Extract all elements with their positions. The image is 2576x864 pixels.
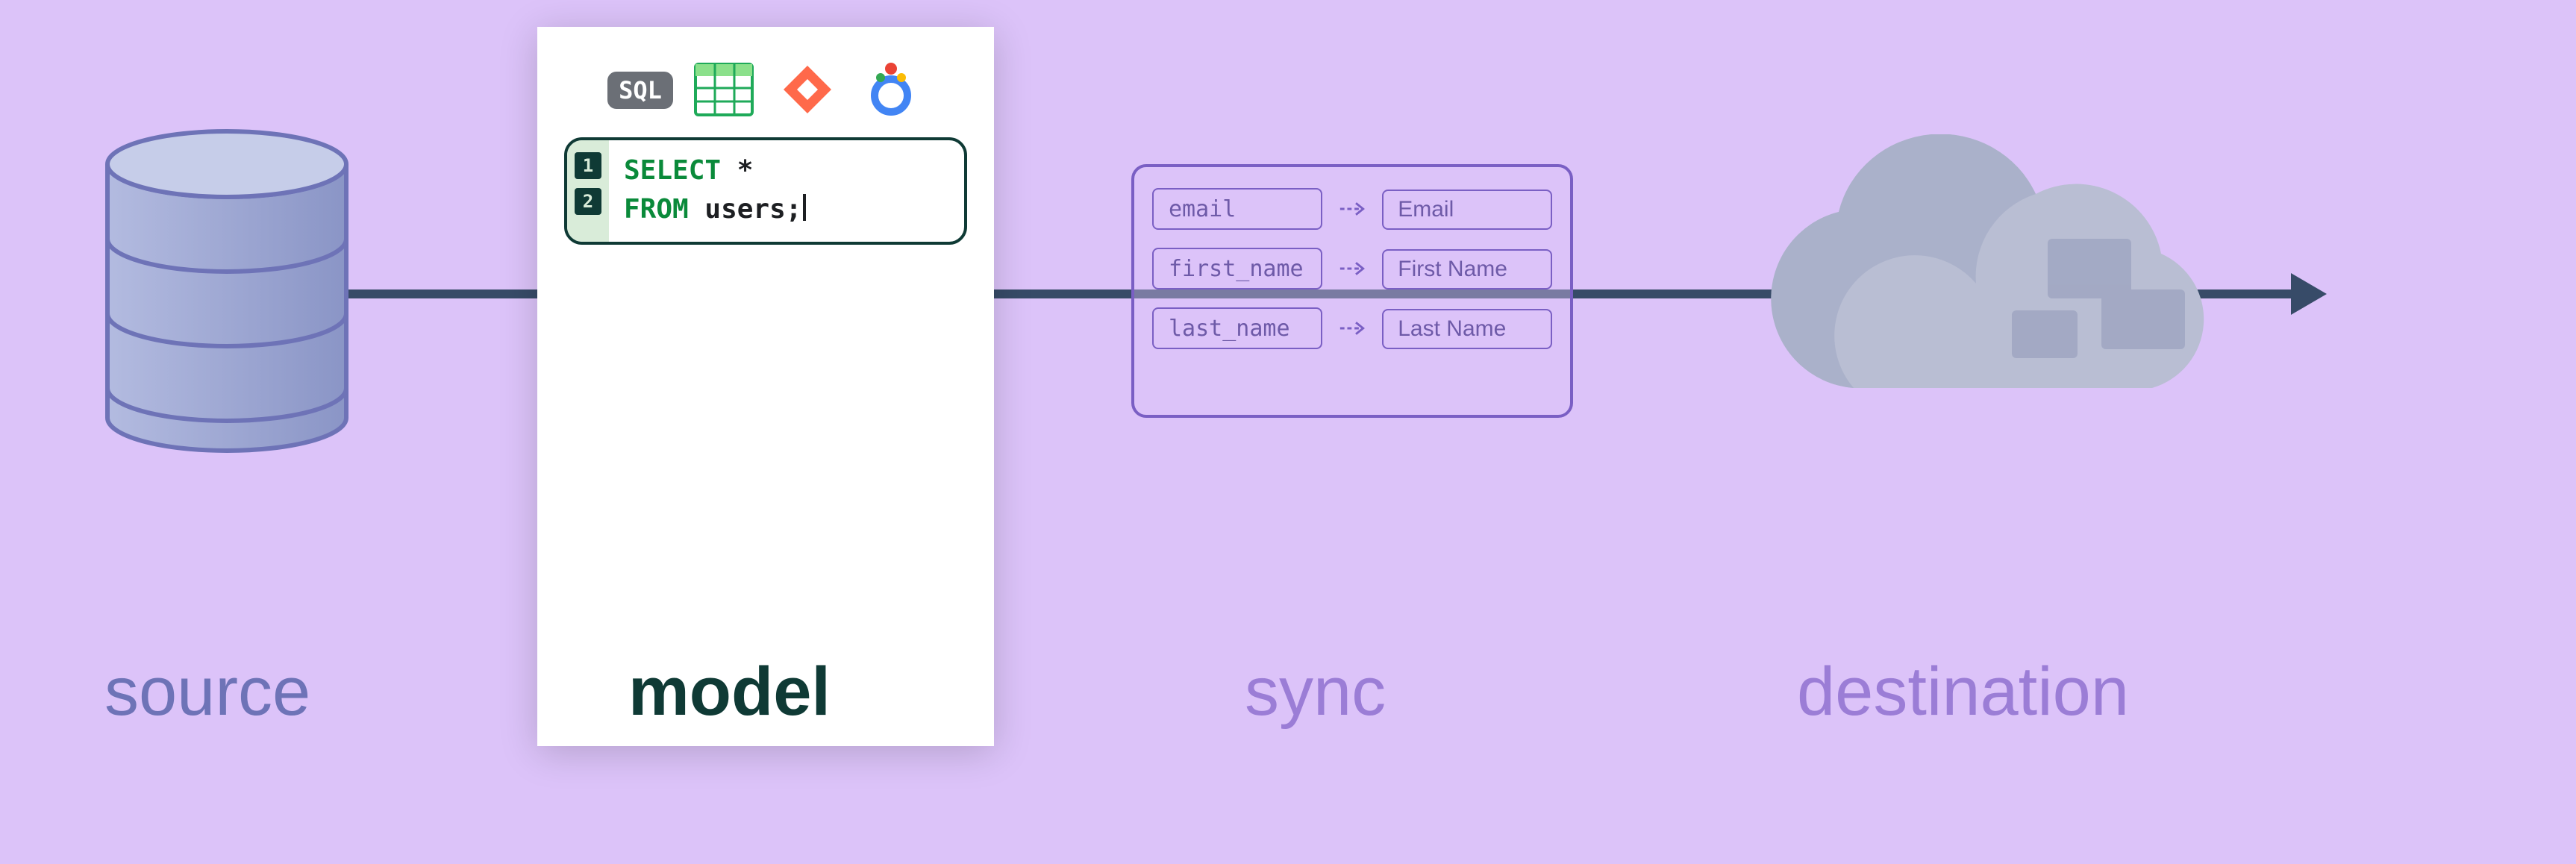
- code-content: SELECT * FROM users;: [609, 140, 820, 242]
- database-icon: [93, 119, 361, 463]
- mapping-arrow-icon: [1338, 254, 1367, 284]
- sql-badge-text: SQL: [607, 71, 674, 108]
- mapping-dst-field: First Name: [1381, 248, 1552, 289]
- mapping-dst-field: Last Name: [1381, 308, 1552, 348]
- sql-badge-icon: SQL: [607, 63, 673, 116]
- code-text: users;: [689, 194, 802, 225]
- stage-label-sync: sync: [1245, 651, 1386, 731]
- code-gutter: 1 2: [567, 140, 609, 242]
- mapping-arrow-icon: [1338, 194, 1367, 224]
- mapping-src-field: last_name: [1152, 307, 1323, 349]
- mapping-arrow-icon: [1338, 313, 1367, 343]
- dbt-icon: [775, 63, 840, 116]
- stage-label-destination: destination: [1797, 651, 2129, 731]
- sync-mapping-panel: email Email first_name First Name last_n…: [1131, 164, 1573, 418]
- code-editor: 1 2 SELECT * FROM users;: [564, 137, 967, 245]
- line-number: 1: [575, 152, 601, 179]
- mapping-src-field: email: [1152, 188, 1323, 230]
- code-keyword: SELECT: [624, 155, 721, 187]
- mapping-dst-field: Email: [1381, 189, 1552, 229]
- stage-label-source: source: [104, 651, 310, 731]
- mapping-row: last_name Last Name: [1152, 307, 1552, 349]
- cloud-icon: [1749, 134, 2257, 470]
- looker-icon: [858, 63, 924, 116]
- mapping-src-field: first_name: [1152, 248, 1323, 289]
- mapping-row: email Email: [1152, 188, 1552, 230]
- model-card: SQL: [537, 27, 994, 746]
- cursor-icon: [803, 194, 805, 221]
- sheets-icon: [691, 63, 757, 116]
- code-keyword: FROM: [624, 194, 689, 225]
- line-number: 2: [575, 188, 601, 215]
- code-text: *: [721, 155, 753, 187]
- stage-label-model: model: [628, 651, 831, 731]
- model-tool-icons: SQL: [564, 63, 967, 116]
- flow-arrowhead-icon: [2291, 273, 2327, 315]
- mapping-row: first_name First Name: [1152, 248, 1552, 289]
